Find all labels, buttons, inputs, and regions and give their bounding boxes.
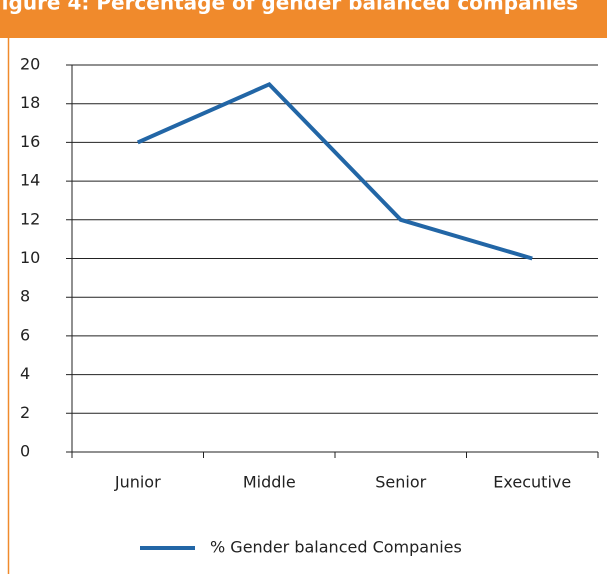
- y-tick-label: 4: [20, 364, 30, 383]
- legend-label: % Gender balanced Companies: [210, 538, 462, 557]
- y-tick-label: 12: [20, 209, 40, 228]
- x-tick-label: Middle: [243, 473, 296, 492]
- header-bar: [0, 0, 607, 38]
- y-tick-label: 10: [20, 248, 40, 267]
- y-tick-label: 6: [20, 325, 30, 344]
- x-tick-label: Junior: [114, 473, 161, 492]
- y-tick-label: 8: [20, 287, 30, 306]
- y-tick-label: 18: [20, 93, 40, 112]
- chart-title: Figure 4: Percentage of gender balanced …: [0, 0, 578, 15]
- y-tick-label: 20: [20, 55, 40, 74]
- x-tick-label: Executive: [493, 473, 571, 492]
- y-tick-label: 0: [20, 442, 30, 461]
- y-tick-label: 14: [20, 171, 40, 190]
- y-tick-label: 16: [20, 132, 40, 151]
- x-tick-label: Senior: [375, 473, 426, 492]
- y-tick-label: 2: [20, 403, 30, 422]
- data-line: [136, 81, 533, 261]
